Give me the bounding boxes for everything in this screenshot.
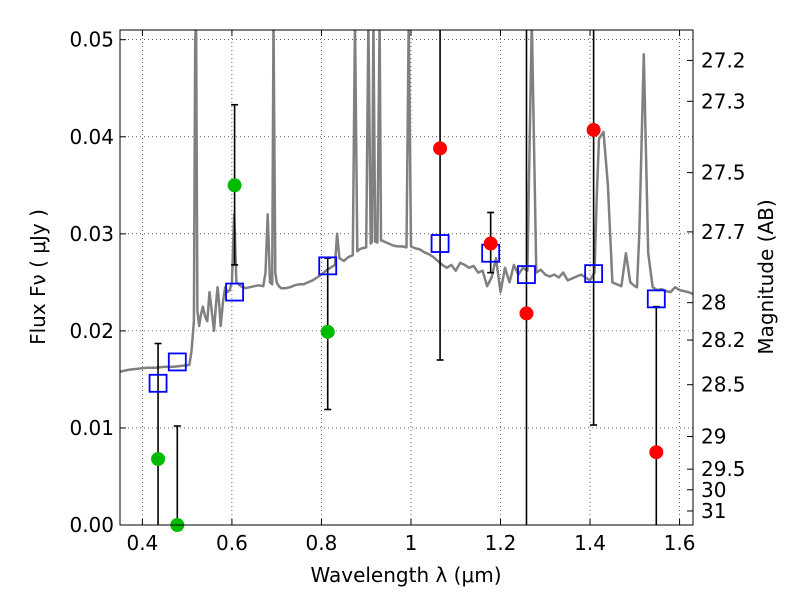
- model-square-marker: [318, 256, 338, 276]
- model-square-marker: [167, 352, 187, 372]
- acs-data-point: [320, 324, 335, 339]
- y-tick-label: 0.00: [69, 513, 114, 537]
- y-axis-label: Flux Fν ( μJy ): [26, 209, 50, 345]
- mag-tick-label: 27.2: [701, 48, 746, 72]
- template-spectrum-line: [120, 30, 693, 373]
- mag-tick-label: 29.5: [701, 457, 746, 481]
- model-square-marker: [584, 264, 604, 284]
- mag-tick-label: 30: [701, 478, 726, 502]
- wfc3-data-point: [519, 306, 534, 321]
- markers: [148, 122, 666, 532]
- wfc3-data-point: [483, 236, 498, 251]
- y-tick-label: 0.02: [69, 319, 114, 343]
- x-tick-label: 0.8: [306, 531, 338, 555]
- y-tick-label: 0.04: [69, 125, 114, 149]
- model-square-marker: [225, 282, 245, 302]
- x-axis-label: Wavelength λ (μm): [310, 563, 501, 587]
- mag-tick-label: 27.7: [701, 220, 746, 244]
- y-tick-label: 0.01: [69, 416, 114, 440]
- x-tick-label: 1.2: [485, 531, 517, 555]
- wfc3-data-point: [649, 445, 664, 460]
- model-square-marker: [646, 289, 666, 309]
- y-tick-label: 0.05: [69, 28, 114, 52]
- mag-tick-label: 28.5: [701, 373, 746, 397]
- y-tick-label: 0.03: [69, 222, 114, 246]
- y2-axis-label: Magnitude (AB): [754, 199, 778, 354]
- mag-tick-label: 27.3: [701, 89, 746, 113]
- plot-area: [120, 30, 693, 373]
- mag-tick-label: 28.2: [701, 328, 746, 352]
- model-square-marker: [430, 234, 450, 253]
- plot-frame: [119, 29, 694, 526]
- model-square-marker: [517, 265, 536, 284]
- x-tick-label: 1: [405, 531, 418, 555]
- mag-tick-label: 28: [701, 291, 726, 315]
- mag-tick-label: 29: [701, 424, 726, 448]
- axis-ticks: 0.4 0.6 0.8 1 1.2 1.4 1.6 0.00 0.01 0.02 0.03 0.04 0…: [69, 28, 745, 555]
- gridlines: [120, 30, 693, 526]
- mag-tick-label: 31: [701, 499, 726, 523]
- model-square-marker: [148, 373, 168, 393]
- acs-data-point: [227, 178, 242, 193]
- wfc3-data-point: [433, 141, 448, 156]
- x-tick-label: 0.4: [126, 531, 158, 555]
- x-tick-label: 1.6: [664, 531, 696, 555]
- x-tick-label: 0.6: [216, 531, 248, 555]
- mag-tick-label: 27.5: [701, 161, 746, 185]
- x-tick-label: 1.4: [574, 531, 606, 555]
- wfc3-data-point: [586, 122, 601, 137]
- acs-data-point: [151, 452, 166, 466]
